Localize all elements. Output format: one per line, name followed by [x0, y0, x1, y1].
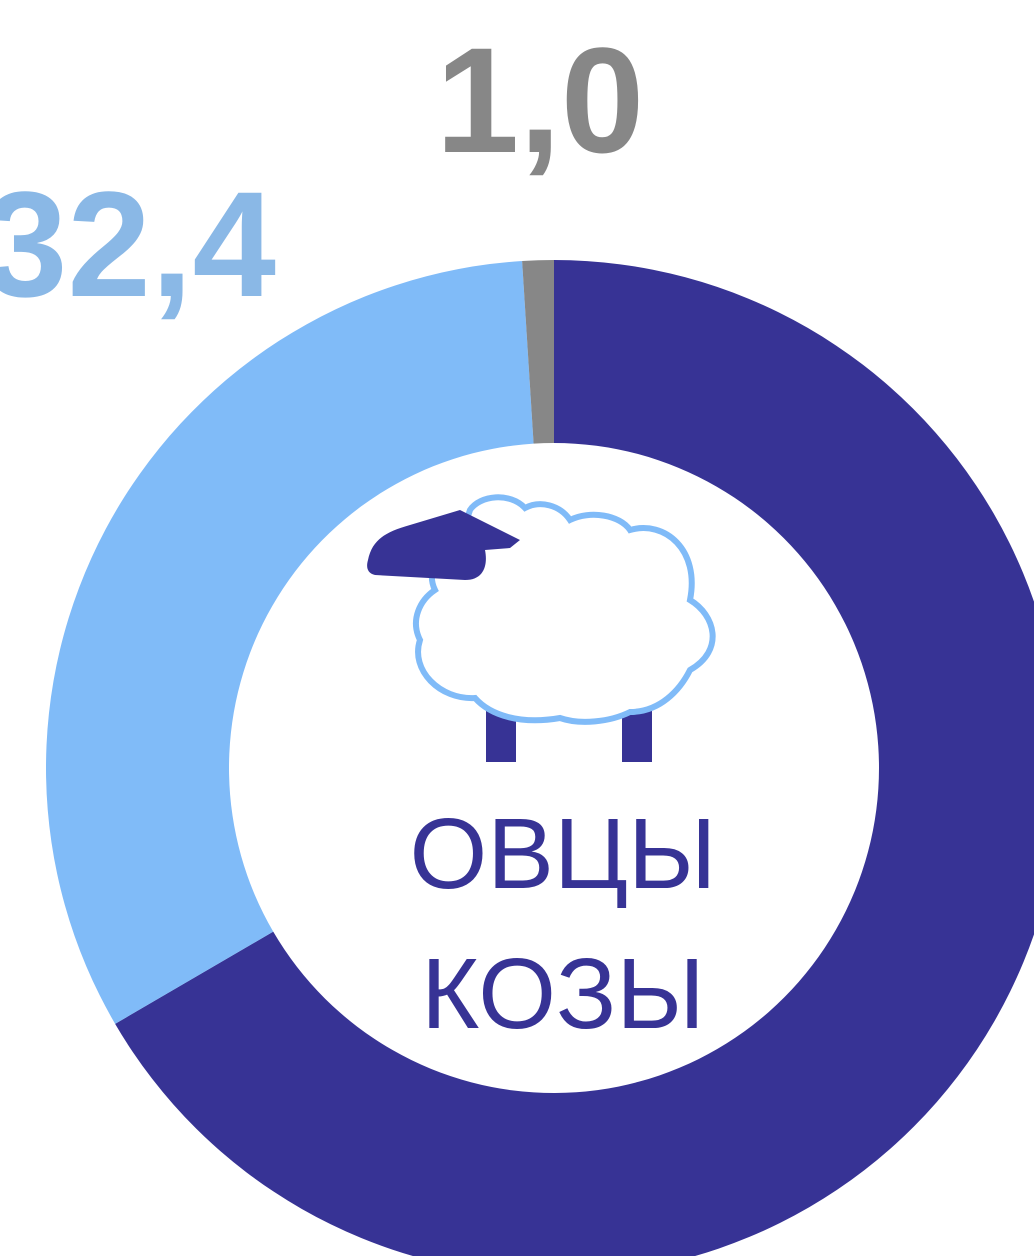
sheep-head — [367, 510, 520, 580]
segments — [45, 260, 1034, 1256]
center-text: КОЗЫ — [421, 938, 705, 1050]
center-text: ОВЦЫ — [410, 798, 717, 910]
value-label: 32,4 — [0, 160, 276, 328]
sheep-icon — [367, 494, 716, 762]
donut-segment — [115, 260, 1034, 1256]
sheep-body — [413, 494, 716, 725]
donut-segment — [522, 260, 554, 444]
value-label: 1,0 — [436, 16, 645, 184]
donut-segment — [45, 261, 534, 1024]
